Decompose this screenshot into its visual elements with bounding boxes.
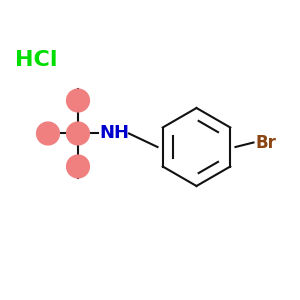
Circle shape bbox=[37, 122, 59, 145]
Text: NH: NH bbox=[99, 124, 129, 142]
Circle shape bbox=[67, 155, 89, 178]
Text: Br: Br bbox=[255, 134, 276, 152]
Circle shape bbox=[67, 89, 89, 112]
Text: HCl: HCl bbox=[15, 50, 57, 70]
Circle shape bbox=[67, 122, 89, 145]
